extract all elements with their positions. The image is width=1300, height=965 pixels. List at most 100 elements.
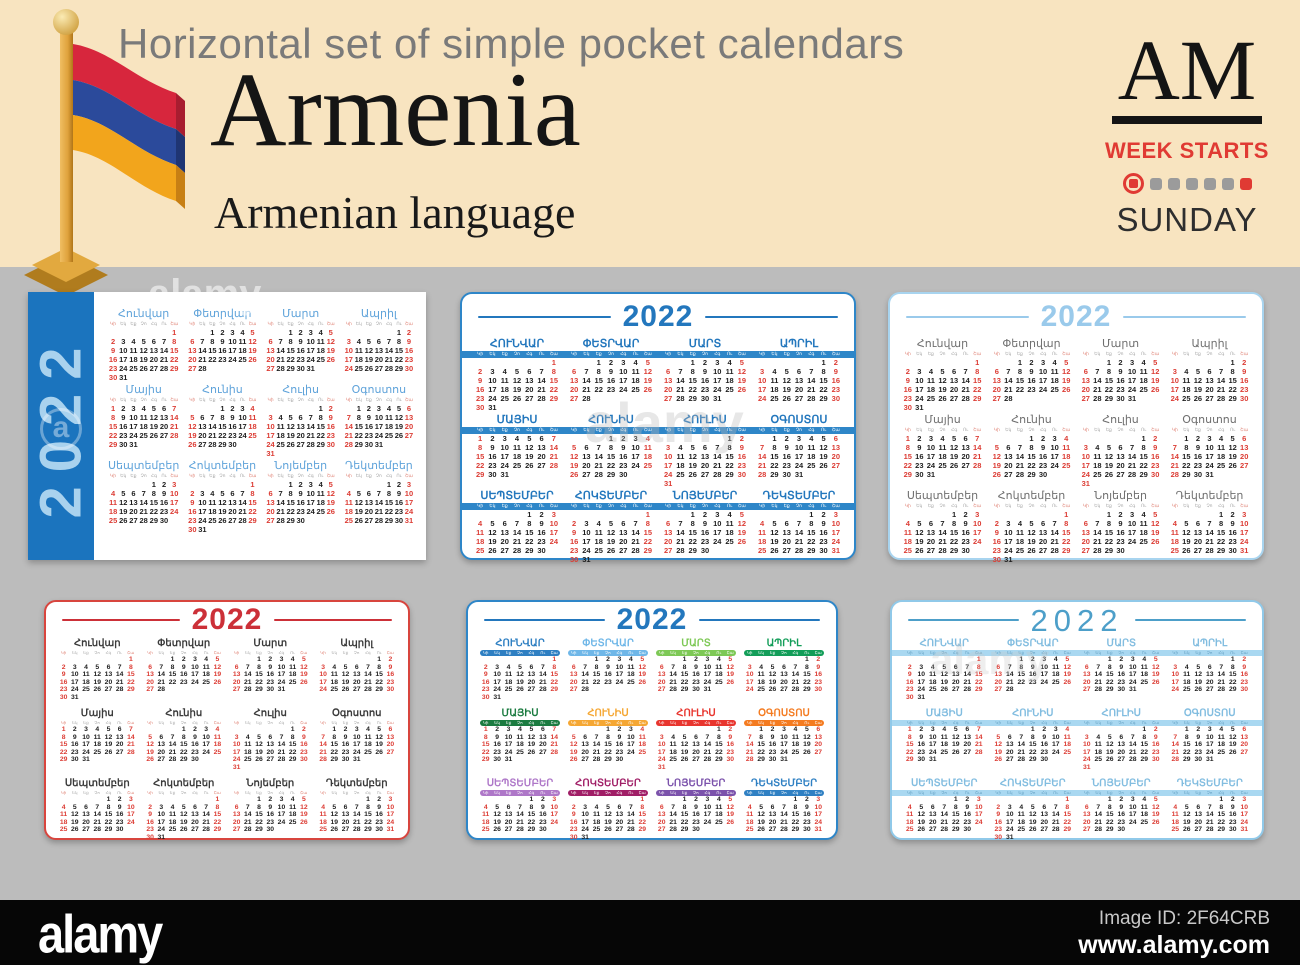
month-block: Հունվար Կի Եկ Եք Չո Հգ Ու Շա 1 2 3 4 5 6 7 8 9 10 11 12 13 14… — [902, 338, 983, 412]
day-cell: 18 — [500, 385, 509, 394]
weekday-abbr: Եկ — [1006, 649, 1013, 655]
day-cell: 23 — [1028, 678, 1037, 686]
day-cell — [69, 796, 80, 804]
weekday-abbr: Շա — [1240, 649, 1248, 655]
day-cell: 13 — [780, 671, 788, 679]
week-row: 9 10 11 12 13 14 15 — [568, 528, 654, 537]
day-cell — [971, 546, 983, 555]
weekday-abbr: Ու — [318, 473, 324, 479]
month-name: Դեկտեմբեր — [325, 778, 388, 789]
month-name: Հունվար — [73, 638, 121, 649]
week-row: 5 6 7 8 9 10 11 — [145, 734, 224, 742]
day-cell: 26 — [1228, 461, 1237, 470]
weekday-abbr: Շա — [1151, 427, 1160, 433]
day-cell: 4 — [61, 803, 66, 811]
day-cell: 9 — [571, 811, 576, 819]
day-cell: 14 — [238, 498, 247, 507]
day-cell: 28 — [539, 686, 547, 694]
weekday-header: Կի Եկ Եք Չո Հգ Ու Շա — [1081, 790, 1162, 796]
weekday-header: Կի Եկ Եք Չո Հգ Ու Շա — [474, 427, 560, 434]
day-cell: 13 — [663, 376, 673, 385]
day-cell — [1027, 686, 1039, 694]
day-cell: 18 — [244, 748, 252, 756]
day-cell: 26 — [643, 385, 653, 394]
day-cell: 6 — [366, 489, 371, 498]
day-cell — [340, 796, 351, 804]
day-cell: 27 — [782, 546, 791, 555]
day-cell: 9 — [816, 663, 821, 671]
week-row: 11 12 13 14 15 16 17 — [904, 811, 985, 819]
day-cell: 14 — [1127, 452, 1137, 461]
day-cell: 3 — [617, 656, 622, 663]
day-cell — [1039, 796, 1051, 804]
day-cell — [642, 470, 654, 479]
day-cell: 12 — [213, 663, 222, 671]
day-cell: 19 — [757, 818, 765, 826]
month-name: Հունվար — [495, 638, 545, 649]
week-row: 25 26 27 28 29 30 — [58, 826, 137, 834]
day-cell: 10 — [1171, 671, 1180, 679]
day-cell: 23 — [768, 748, 777, 756]
day-cell: 14 — [244, 671, 252, 679]
day-cell: 23 — [803, 818, 811, 826]
day-cell: 30 — [1194, 756, 1203, 764]
day-cell: 16 — [326, 422, 335, 431]
day-cell: 12 — [286, 422, 295, 431]
week-row: 22 23 24 25 26 27 28 — [108, 431, 179, 440]
weekday-abbr: Եկ — [1183, 719, 1190, 725]
day-cell: 24 — [129, 431, 138, 440]
day-cell: 17 — [657, 748, 666, 756]
day-cell: 6 — [996, 663, 1001, 671]
day-cell — [656, 656, 667, 664]
day-cell — [971, 403, 983, 412]
day-cell: 20 — [504, 818, 513, 826]
day-cell: 19 — [213, 671, 222, 679]
day-cell: 3 — [628, 726, 633, 733]
day-cell: 12 — [394, 413, 404, 422]
day-cell: 12 — [139, 346, 148, 355]
day-cell: 11 — [276, 422, 285, 431]
month-name: Ապրիլ — [340, 638, 374, 649]
day-cell: 22 — [791, 818, 800, 826]
weekday-abbr: Եկ — [582, 719, 588, 725]
day-cell: 2 — [61, 663, 66, 671]
day-cell: 31 — [374, 440, 384, 449]
day-cell: 1 — [975, 358, 980, 367]
day-cell: 24 — [915, 394, 924, 403]
weekday-abbr: Շա — [213, 649, 222, 655]
weekday-abbr: Եք — [1016, 351, 1023, 357]
day-cell: 18 — [248, 422, 257, 431]
weekday-abbr: Շա — [127, 719, 135, 725]
day-cell: 29 — [255, 826, 263, 834]
week-row: 20 21 22 23 24 25 26 — [993, 679, 1074, 687]
day-cell: 8 — [1219, 803, 1224, 811]
day-cell: 28 — [961, 394, 970, 403]
day-cell: 12 — [146, 741, 154, 749]
day-cell: 29 — [527, 826, 536, 834]
day-cell: 12 — [375, 733, 383, 741]
day-cell: 4 — [907, 803, 912, 811]
day-cell: 13 — [191, 811, 199, 819]
day-cell: 15 — [527, 811, 536, 819]
weekday-abbr: Շա — [726, 719, 734, 725]
day-cell: 2 — [193, 726, 197, 733]
day-cell: 20 — [525, 385, 534, 394]
day-cell: 3 — [268, 413, 273, 422]
day-cell: 27 — [657, 826, 666, 834]
week-row: 25 26 27 28 29 30 31 — [756, 546, 842, 555]
day-cell: 7 — [200, 337, 205, 346]
day-cell — [642, 394, 654, 403]
week-row: 11 12 13 14 15 16 17 — [58, 811, 137, 819]
week-row: 20 21 22 23 24 25 26 — [231, 819, 310, 827]
day-cell: 2 — [388, 656, 393, 663]
day-cell: 19 — [737, 376, 747, 385]
day-cell — [1026, 394, 1038, 403]
day-cell: 26 — [248, 355, 257, 364]
weekday-abbr: Կի — [570, 649, 577, 655]
day-cell: 31 — [926, 470, 936, 479]
weekday-abbr: Շա — [127, 789, 135, 795]
